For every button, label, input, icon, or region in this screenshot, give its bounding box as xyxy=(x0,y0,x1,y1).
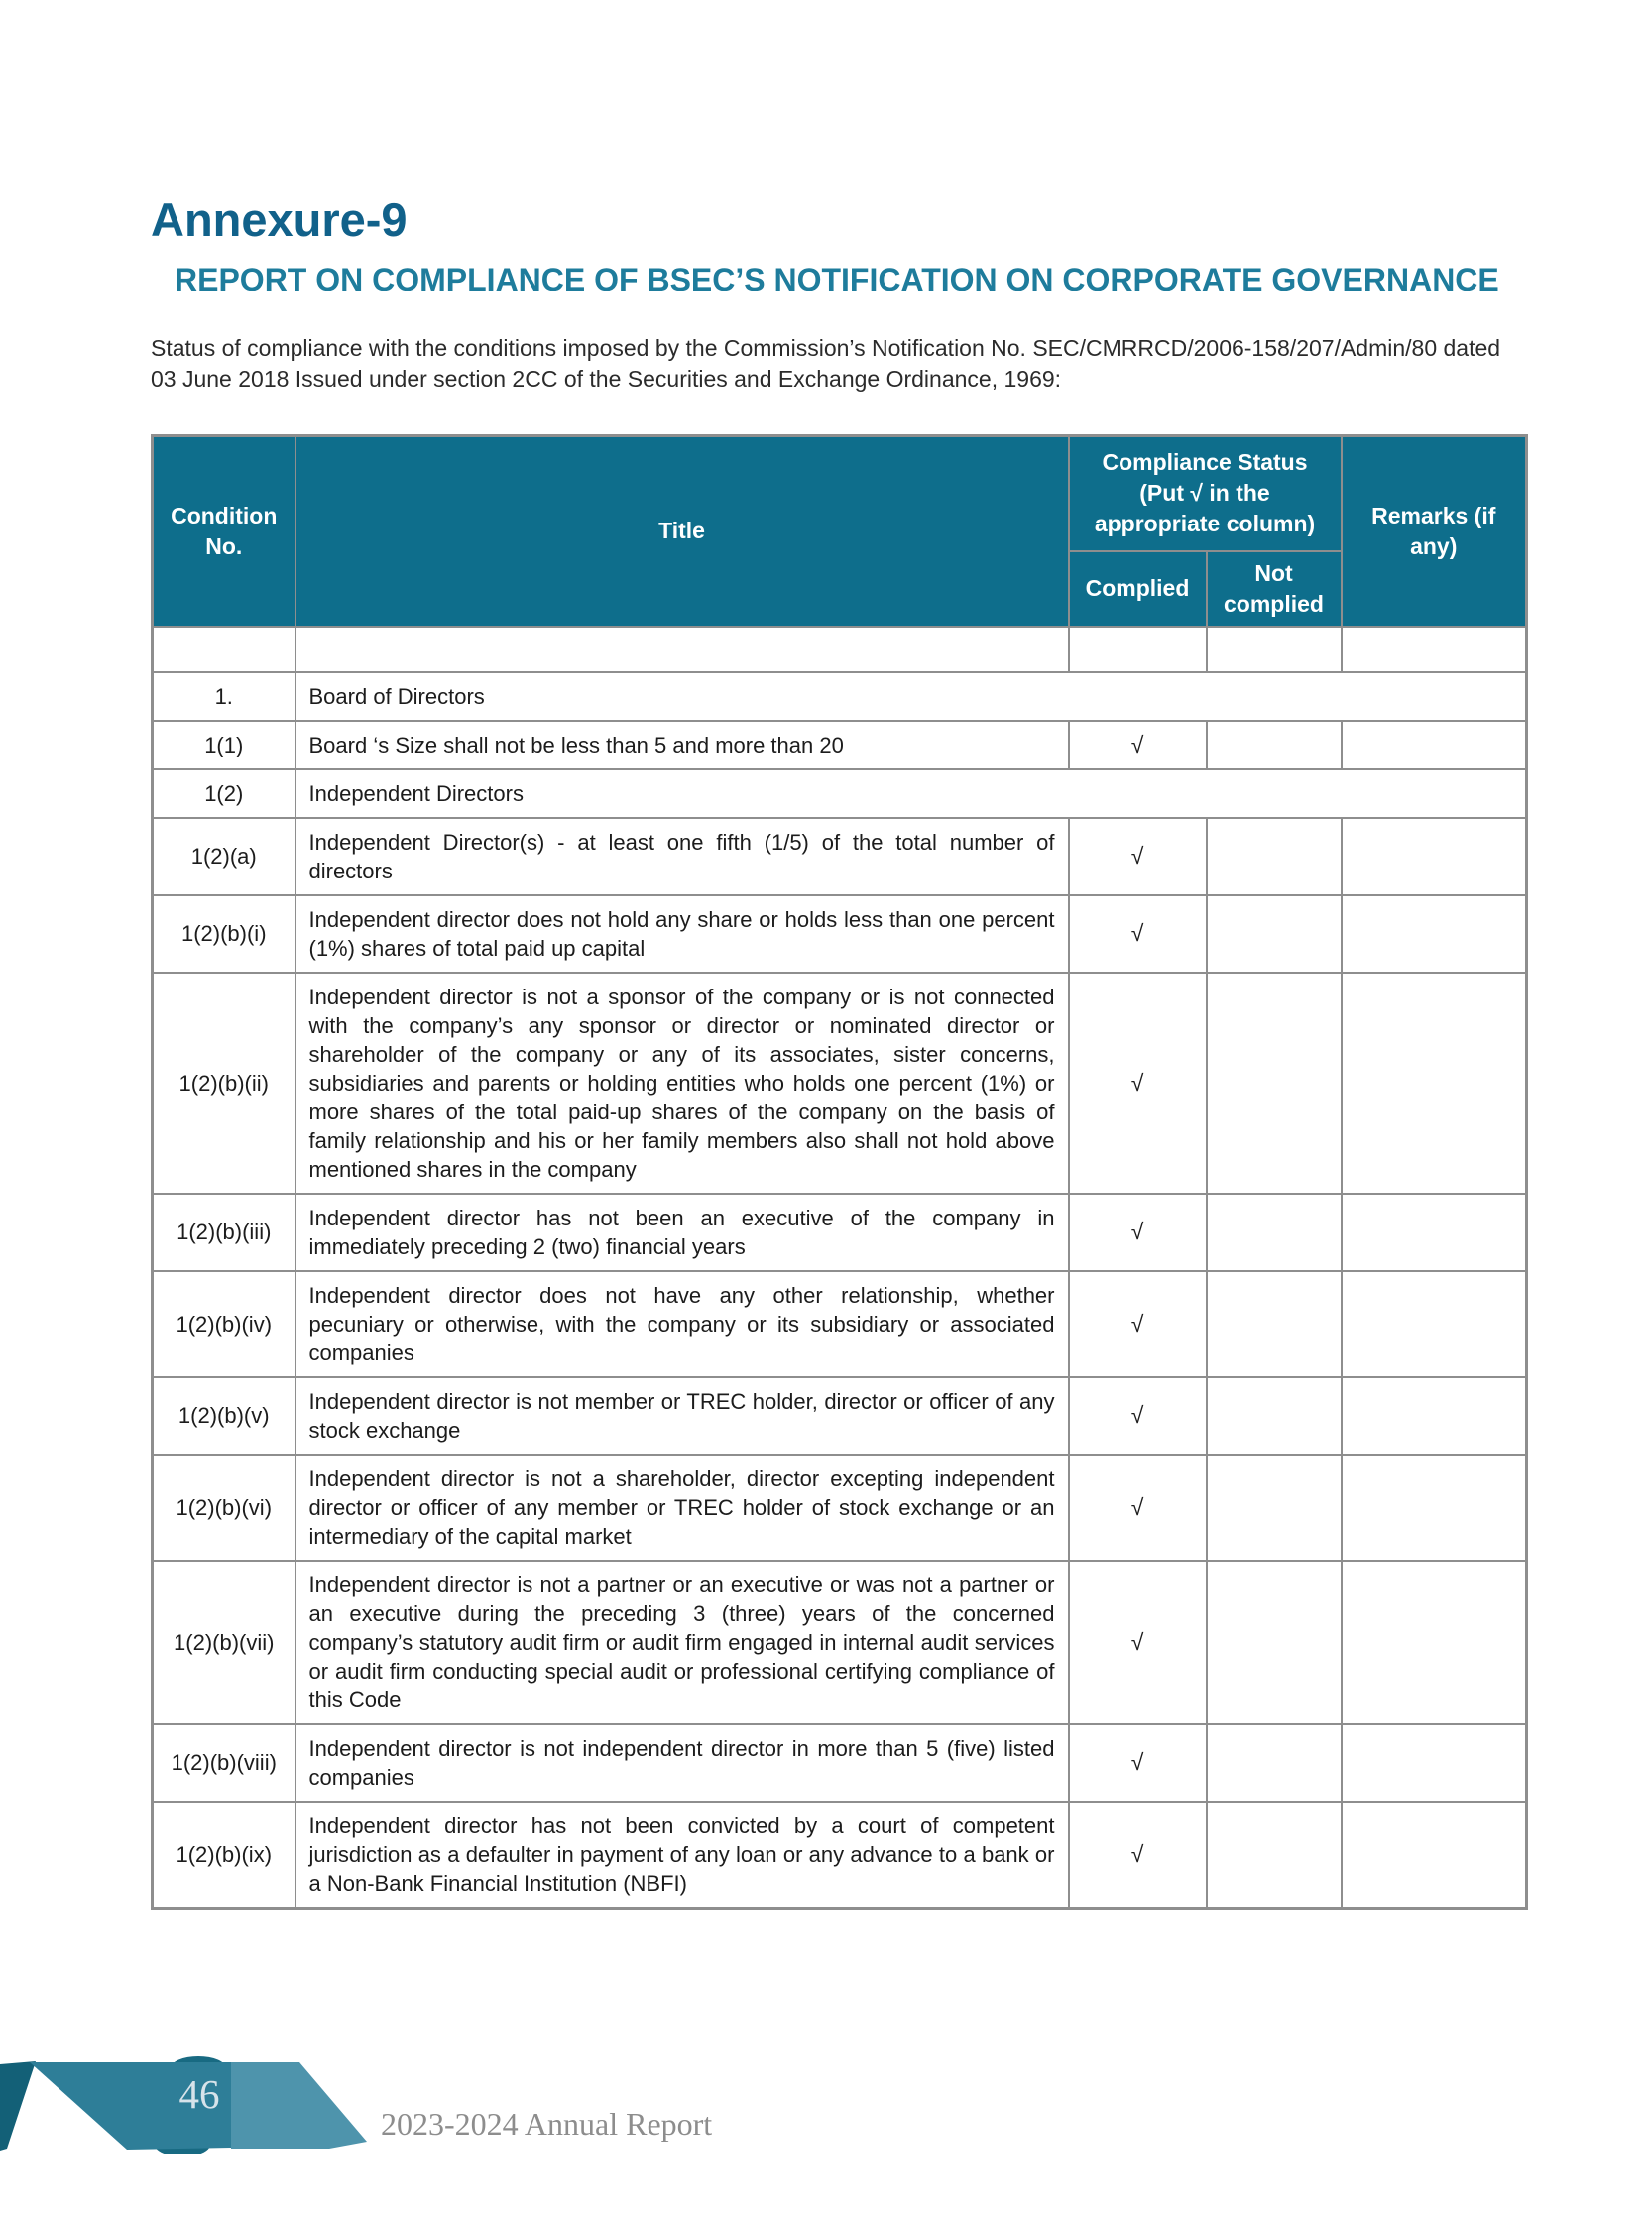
remarks-cell xyxy=(1340,625,1528,673)
table-header-row-2: Complied Not complied xyxy=(153,549,1527,628)
complied-mark-cell: √ xyxy=(1067,1453,1208,1562)
not-complied-mark-cell xyxy=(1205,893,1343,974)
complied-mark-cell: √ xyxy=(1067,971,1208,1195)
condition-title-cell: Independent director is not a partner or… xyxy=(294,1559,1070,1725)
intro-paragraph: Status of compliance with the conditions… xyxy=(151,335,1501,392)
complied-mark-cell: √ xyxy=(1067,1722,1208,1803)
condition-no-cell: 1(2)(a) xyxy=(151,816,296,896)
condition-title-cell: Board of Directors xyxy=(294,670,1528,722)
remarks-cell xyxy=(1340,719,1528,770)
table-row: 1(2)(b)(viii) Independent director is not… xyxy=(151,1722,1528,1803)
condition-title-cell: Independent Director(s) - at least one f… xyxy=(294,816,1070,896)
table-row: 1(2)(b)(v) Independent director is not me… xyxy=(151,1375,1528,1456)
condition-title-cell: Independent director is not a shareholde… xyxy=(294,1453,1070,1562)
condition-title-cell: Independent director does not hold any s… xyxy=(294,893,1070,974)
condition-no-cell: 1(2)(b)(i) xyxy=(151,893,296,974)
condition-no-cell: 1(2)(b)(v) xyxy=(151,1375,296,1456)
complied-mark-cell: √ xyxy=(1067,1559,1208,1725)
complied-mark-cell: √ xyxy=(1067,1192,1208,1272)
table-row: 1(2)(b)(ix) Independent director has not … xyxy=(151,1800,1528,1909)
table-row: 1(2)(b)(iii) Independent director has not… xyxy=(151,1192,1528,1272)
not-complied-mark-cell xyxy=(1205,1192,1343,1272)
header-remarks: Remarks (if any) xyxy=(1340,434,1528,628)
header-condition-no: Condition No. xyxy=(151,434,296,628)
not-complied-mark-cell xyxy=(1205,625,1343,673)
table-header-row-1: Condition No. Title Compliance Status (P… xyxy=(151,434,1528,628)
table-row xyxy=(151,625,1528,673)
remarks-cell xyxy=(1340,1375,1528,1456)
condition-title-cell xyxy=(294,625,1070,673)
compliance-table: Condition No. Title Compliance Status (P… xyxy=(151,434,1528,1910)
condition-title-cell: Independent director does not have any o… xyxy=(294,1269,1070,1378)
header-not-complied: Not complied xyxy=(1205,549,1343,628)
complied-mark-cell: √ xyxy=(1067,816,1208,896)
condition-no-cell: 1. xyxy=(151,670,296,722)
not-complied-mark-cell xyxy=(1205,971,1343,1195)
condition-title-cell: Independent director has not been convic… xyxy=(294,1800,1070,1909)
header-title: Title xyxy=(294,434,1070,628)
condition-title-cell: Independent Directors xyxy=(294,767,1528,819)
not-complied-mark-cell xyxy=(1205,816,1343,896)
remarks-cell xyxy=(1340,893,1528,974)
not-complied-mark-cell xyxy=(1205,1722,1343,1803)
not-complied-mark-cell xyxy=(1205,1269,1343,1378)
remarks-cell xyxy=(1340,816,1528,896)
condition-no-cell: 1(2)(b)(vii) xyxy=(151,1559,296,1725)
table-row: 1(2)(b)(iv) Independent director does not… xyxy=(151,1269,1528,1378)
remarks-cell xyxy=(1340,1800,1528,1909)
complied-mark-cell: √ xyxy=(1067,719,1208,770)
report-title: REPORT ON COMPLIANCE OF BSEC’S NOTIFICAT… xyxy=(175,262,1499,297)
table-row: 1(2)(b)(i) Independent director does not … xyxy=(151,893,1528,974)
complied-mark-cell: √ xyxy=(1067,1269,1208,1378)
header-complied: Complied xyxy=(1067,549,1208,628)
complied-mark-cell: √ xyxy=(1067,1375,1208,1456)
annexure-title: Annexure-9 xyxy=(151,193,408,246)
remarks-cell xyxy=(1340,1722,1528,1803)
condition-no-cell: 1(2) xyxy=(151,767,296,819)
condition-no-cell: 1(2)(b)(ii) xyxy=(151,971,296,1195)
remarks-cell xyxy=(1340,1559,1528,1725)
condition-title-cell: Board ‘s Size shall not be less than 5 a… xyxy=(294,719,1070,770)
condition-no-cell: 1(2)(b)(vi) xyxy=(151,1453,296,1562)
complied-mark-cell xyxy=(1067,625,1208,673)
condition-no-cell: 1(2)(b)(iii) xyxy=(151,1192,296,1272)
condition-no-cell: 1(2)(b)(ix) xyxy=(151,1800,296,1909)
table-row: 1(2)(b)(ii) Independent director is not a… xyxy=(151,971,1528,1195)
condition-no-cell: 1(1) xyxy=(151,719,296,770)
not-complied-mark-cell xyxy=(1205,1453,1343,1562)
table-row: 1(2) Independent Directors xyxy=(151,767,1528,819)
condition-no-cell: 1(2)(b)(iv) xyxy=(151,1269,296,1378)
condition-no-cell: 1(2)(b)(viii) xyxy=(151,1722,296,1803)
table-row: 1(2)(b)(vii) Independent director is not … xyxy=(151,1559,1528,1725)
not-complied-mark-cell xyxy=(1205,1375,1343,1456)
condition-no-cell xyxy=(151,625,296,673)
annual-report-label: 2023-2024 Annual Report xyxy=(381,2106,713,2142)
footer-ribbon-graphic xyxy=(0,2056,367,2154)
not-complied-mark-cell xyxy=(1205,1800,1343,1909)
table-row: 1. Board of Directors xyxy=(151,670,1528,722)
complied-mark-cell: √ xyxy=(1067,1800,1208,1909)
page-number: 46 xyxy=(178,2071,220,2117)
remarks-cell xyxy=(1340,971,1528,1195)
condition-title-cell: Independent director has not been an exe… xyxy=(294,1192,1070,1272)
condition-title-cell: Independent director is not independent … xyxy=(294,1722,1070,1803)
not-complied-mark-cell xyxy=(1205,1559,1343,1725)
remarks-cell xyxy=(1340,1192,1528,1272)
table-row: 1(1) Board ‘s Size shall not be less than… xyxy=(151,719,1528,770)
header-compliance-status: Compliance Status (Put √ in the appropri… xyxy=(1067,434,1343,552)
compliance-table-container: Condition No. Title Compliance Status (P… xyxy=(151,434,1528,1910)
remarks-cell xyxy=(1340,1269,1528,1378)
complied-mark-cell: √ xyxy=(1067,893,1208,974)
table-row: 1(2)(a) Independent Director(s) - at leas… xyxy=(151,816,1528,896)
compliance-table-body: 1. Board of Directors 1(1) Board ‘s Size sh… xyxy=(151,625,1528,1909)
remarks-cell xyxy=(1340,1453,1528,1562)
table-row: 1(2)(b)(vi) Independent director is not a… xyxy=(151,1453,1528,1562)
condition-title-cell: Independent director is not a sponsor of… xyxy=(294,971,1070,1195)
not-complied-mark-cell xyxy=(1205,719,1343,770)
condition-title-cell: Independent director is not member or TR… xyxy=(294,1375,1070,1456)
